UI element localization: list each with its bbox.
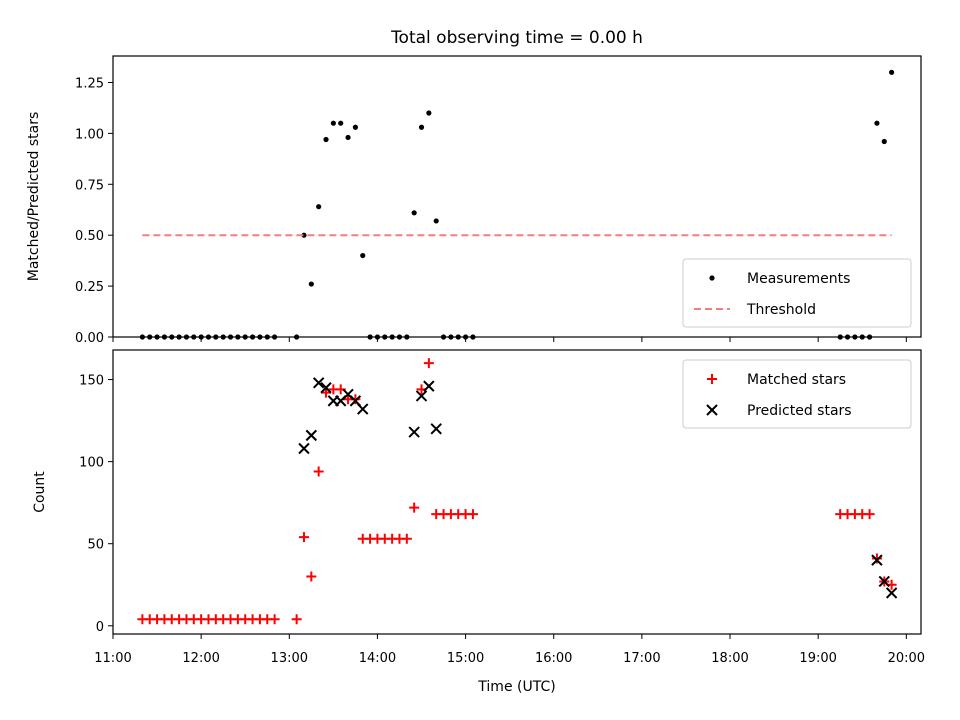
predicted-star-marker	[423, 380, 435, 392]
y-tick-label: 1.25	[75, 76, 104, 91]
matched-star-marker	[423, 358, 434, 369]
predicted-star-marker	[885, 587, 898, 599]
x-tick-label: 17:00	[623, 651, 660, 666]
predicted-star-marker	[298, 442, 310, 455]
x-tick-label: 20:00	[888, 651, 925, 666]
matched-star-marker	[467, 509, 478, 520]
y-tick-label: 50	[87, 538, 104, 553]
legend-x-icon	[706, 404, 718, 416]
measurement-point	[330, 120, 336, 126]
predicted-star-marker	[312, 377, 325, 389]
matched-star-marker	[409, 502, 420, 513]
legend-label: Threshold	[746, 302, 816, 318]
x-tick-label: 14:00	[359, 651, 396, 666]
predicted-star-marker	[305, 429, 318, 442]
x-tick-label: 11:00	[94, 651, 131, 666]
y-tick-label: 150	[79, 374, 104, 389]
x-axis-label: Time (UTC)	[477, 679, 555, 695]
x-tick-label: 12:00	[182, 651, 219, 666]
x-tick-label: 13:00	[271, 651, 308, 666]
matched-star-marker	[313, 466, 324, 477]
legend-box	[682, 359, 912, 429]
legend-label: Matched stars	[747, 372, 846, 388]
y-tick-label: 0.00	[75, 331, 104, 346]
predicted-star-marker	[871, 554, 883, 566]
measurement-point	[360, 252, 366, 259]
predicted-star-marker	[878, 575, 890, 588]
matched-star-marker	[871, 553, 882, 564]
y-tick-label: 100	[79, 456, 104, 471]
x-tick-label: 18:00	[711, 651, 748, 666]
x-tick-label: 15:00	[447, 651, 484, 666]
measurement-point	[433, 218, 439, 224]
predicted-star-marker	[415, 390, 428, 402]
matched-star-marker	[298, 532, 309, 543]
legend-box	[682, 258, 912, 328]
panel-ratio: 0.00 0.25 0.50 0.75 1.00 1.25 Measurements Thre…	[75, 55, 922, 346]
matched-star-marker	[321, 387, 332, 398]
measurement-point	[301, 232, 307, 238]
matched-star-marker	[269, 614, 280, 625]
y-tick-label: 1.00	[75, 127, 104, 142]
legend: Matched stars Predicted stars	[682, 359, 912, 429]
measurement-point	[338, 120, 344, 126]
y-tick-label: 0.75	[75, 178, 104, 193]
measurement-point	[345, 134, 351, 141]
legend-plus-icon	[707, 374, 717, 384]
chart-title: Total observing time = 0.00 h	[390, 28, 643, 48]
plot-frame	[112, 55, 922, 338]
predicted-star-marker	[408, 426, 420, 438]
measurement-point	[889, 69, 895, 75]
measurement-point	[418, 124, 425, 130]
y-tick-label: 0.50	[75, 229, 104, 244]
top-y-axis-label: Matched/Predicted stars	[26, 112, 42, 282]
measurement-point	[411, 210, 417, 216]
legend: Measurements Threshold	[682, 258, 912, 328]
predicted-star-marker	[320, 382, 332, 394]
legend-label: Measurements	[747, 271, 850, 287]
y-tick-label: 0.25	[75, 280, 104, 295]
measurement-point	[426, 110, 432, 116]
legend-dot-icon	[709, 275, 715, 281]
x-tick-label: 16:00	[535, 651, 572, 666]
plot-layer: 0.00 0.25 0.50 0.75 1.00 1.25 Measurements Thre…	[75, 55, 925, 666]
measurement-point	[308, 281, 314, 287]
measurement-point	[874, 120, 880, 126]
panel-count: 11:00 12:00 13:00 14:00 15:00 16:00 17:00 18:00…	[79, 349, 925, 666]
series-predicted-stars	[298, 377, 898, 599]
matched-star-marker	[864, 509, 875, 520]
legend-label: Predicted stars	[747, 403, 852, 419]
predicted-star-marker	[430, 423, 442, 435]
measurement-point	[316, 204, 322, 210]
measurement-point	[352, 124, 358, 130]
matched-star-marker	[306, 571, 317, 582]
measurement-point	[323, 136, 329, 143]
matched-star-marker	[291, 614, 302, 625]
y-tick-label: 0	[96, 620, 104, 635]
measurement-point	[881, 138, 887, 145]
x-tick-label: 19:00	[799, 651, 836, 666]
predicted-star-marker	[357, 403, 369, 415]
bottom-y-axis-label: Count	[32, 471, 48, 513]
matched-star-marker	[401, 533, 412, 544]
plot-frame	[112, 349, 922, 635]
